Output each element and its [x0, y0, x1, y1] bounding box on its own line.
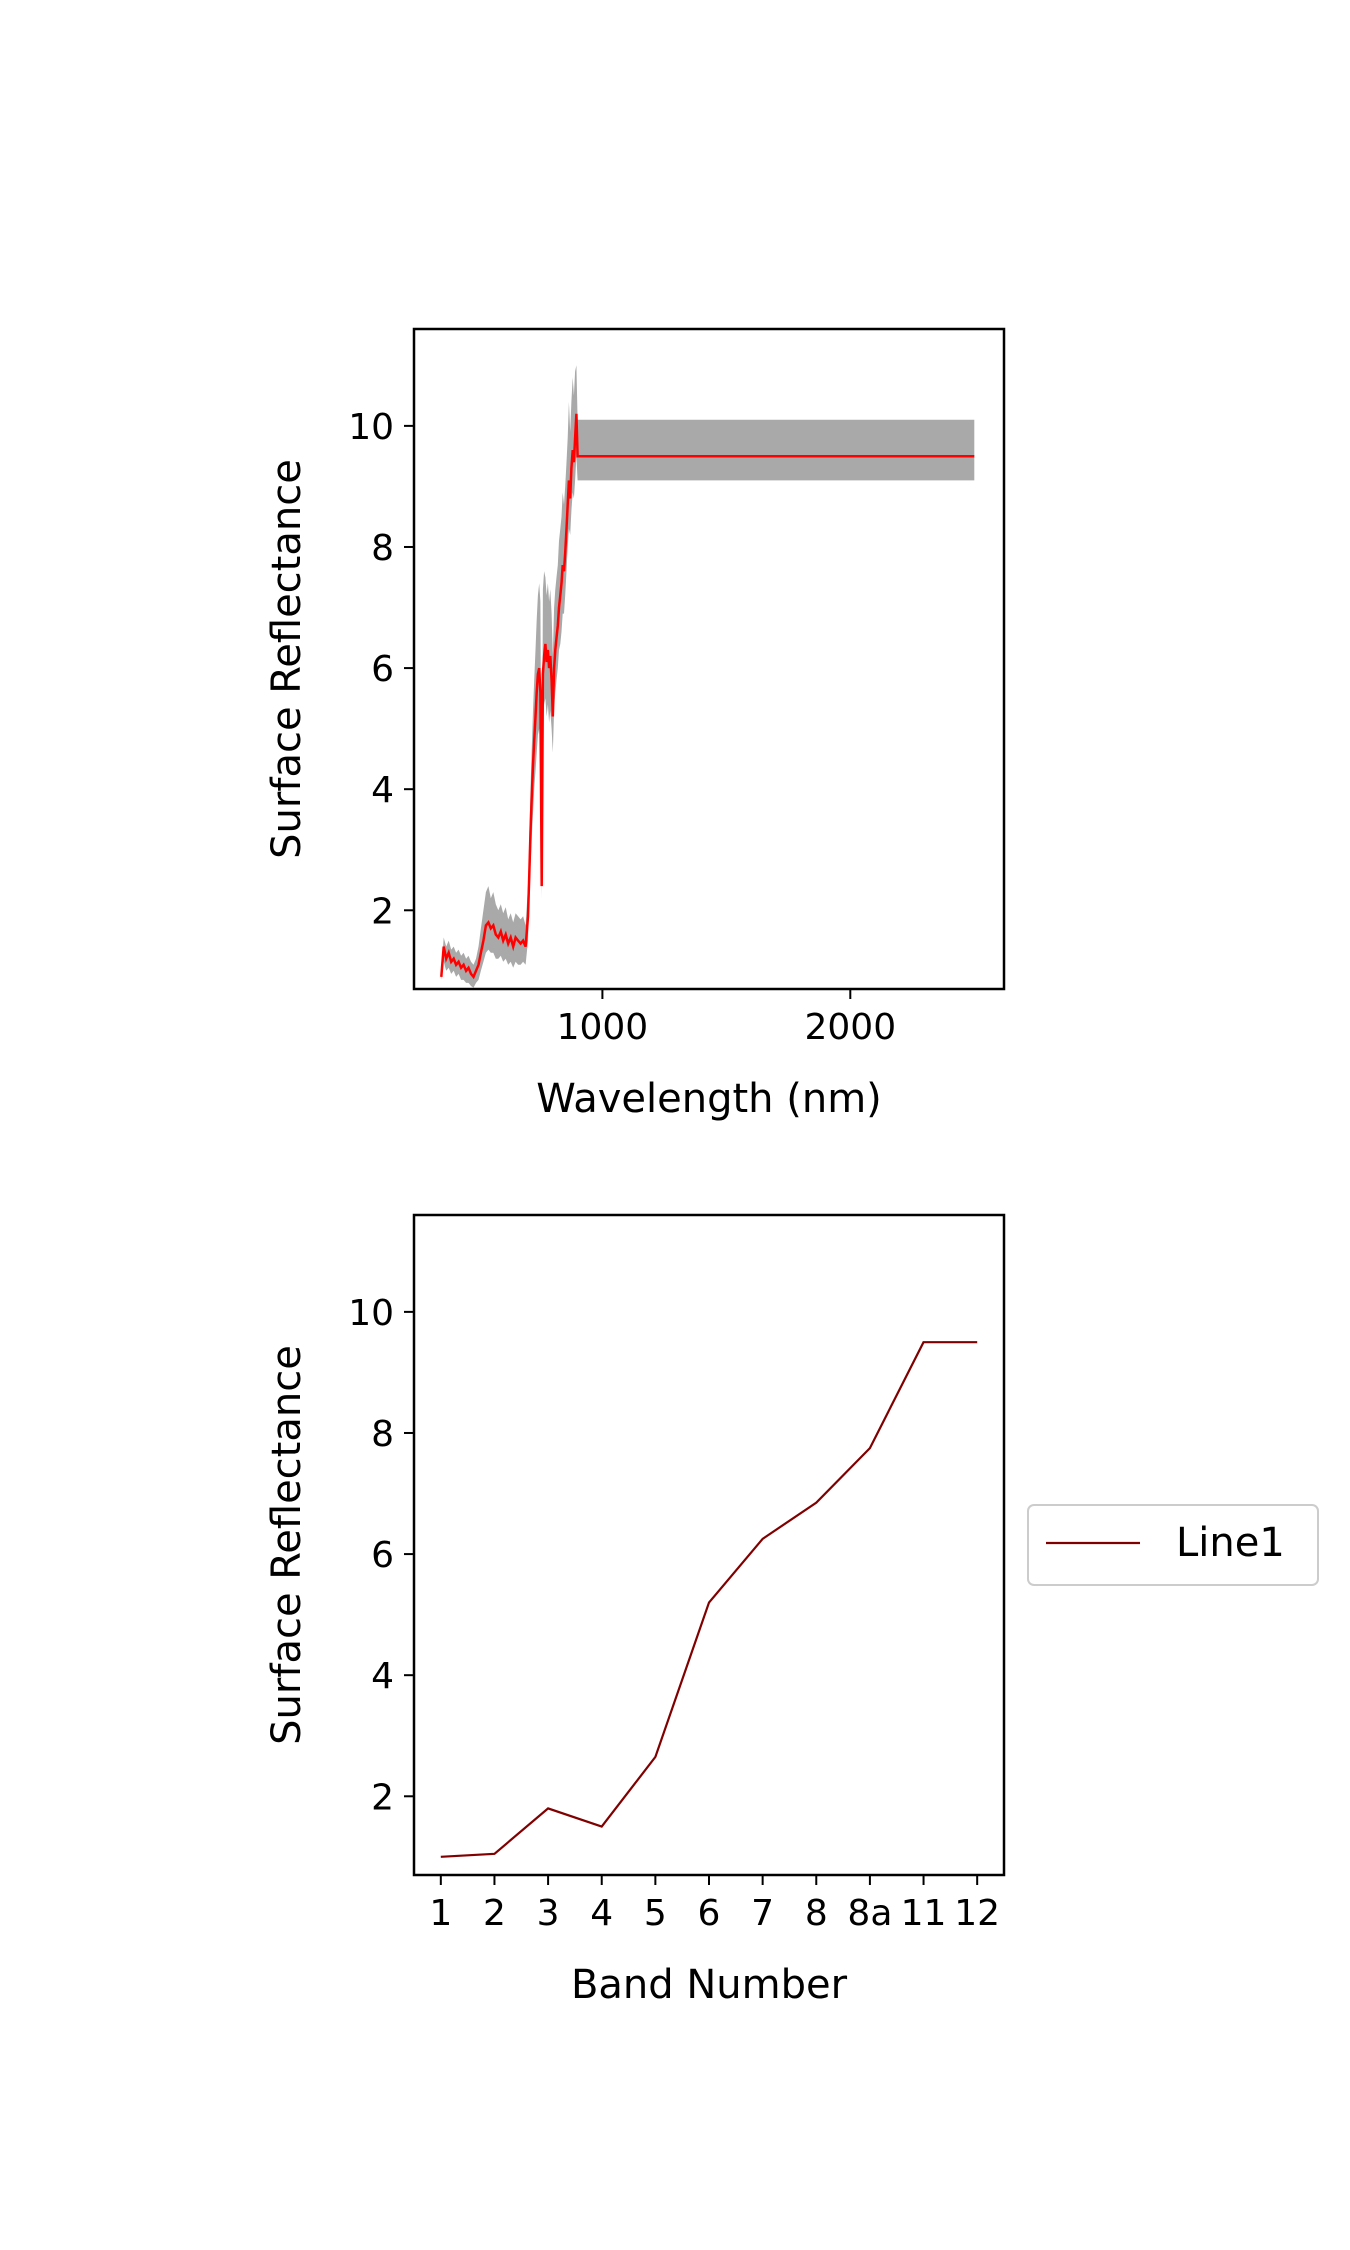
- reflectance-range-band: [441, 365, 975, 988]
- y-tick-label: 6: [371, 649, 394, 690]
- x-tick-label: 12: [954, 1893, 1000, 1934]
- x-tick-label: 6: [698, 1893, 721, 1934]
- y-tick-label: 4: [371, 770, 394, 811]
- y-axis-ticks: 2 4 6 8 10: [348, 407, 414, 932]
- plot-frame: [412, 327, 1006, 991]
- legend: Line1: [1027, 1504, 1319, 1586]
- x-axis-label: Band Number: [571, 1962, 848, 2008]
- y-tick-label: 8: [371, 528, 394, 569]
- x-tick-label: 11: [901, 1893, 947, 1934]
- legend-label-line1: Line1: [1176, 1520, 1285, 1566]
- y-tick-label: 2: [371, 891, 394, 932]
- x-tick-label: 1: [429, 1893, 452, 1934]
- y-tick-label: 6: [371, 1535, 394, 1576]
- x-axis-ticks: 1000 2000: [557, 989, 896, 1048]
- y-axis-label: Surface Reflectance: [264, 1345, 310, 1745]
- series-line-line1: [440, 1341, 978, 1858]
- x-tick-label: 8a: [847, 1893, 892, 1934]
- x-tick-label: 2: [483, 1893, 506, 1934]
- x-tick-label: 4: [590, 1893, 613, 1934]
- x-axis-ticks: 1 2 3 4 5 6 7 8 8a 11 12: [429, 1875, 1000, 1934]
- x-tick-label: 3: [537, 1893, 560, 1934]
- legend-box: [1027, 1504, 1319, 1586]
- x-tick-label: 5: [644, 1893, 667, 1934]
- y-axis-label: Surface Reflectance: [264, 459, 310, 859]
- x-tick-label: 1000: [557, 1007, 649, 1048]
- y-tick-label: 4: [371, 1656, 394, 1697]
- x-axis-label: Wavelength (nm): [536, 1076, 882, 1122]
- y-axis-ticks: 2 4 6 8 10: [348, 1293, 414, 1818]
- wavelength-chart: 1000 2000 2 4 6 8 10 Wavelength (nm) Surface …: [264, 327, 1006, 1122]
- y-tick-label: 2: [371, 1777, 394, 1818]
- y-tick-label: 10: [348, 407, 394, 448]
- x-tick-label: 8: [805, 1893, 828, 1934]
- mean-reflectance-line: [440, 413, 975, 980]
- x-tick-label: 2000: [804, 1007, 896, 1048]
- y-tick-label: 10: [348, 1293, 394, 1334]
- x-tick-label: 7: [751, 1893, 774, 1934]
- plot-frame: [412, 1213, 1006, 1877]
- y-tick-label: 8: [371, 1414, 394, 1455]
